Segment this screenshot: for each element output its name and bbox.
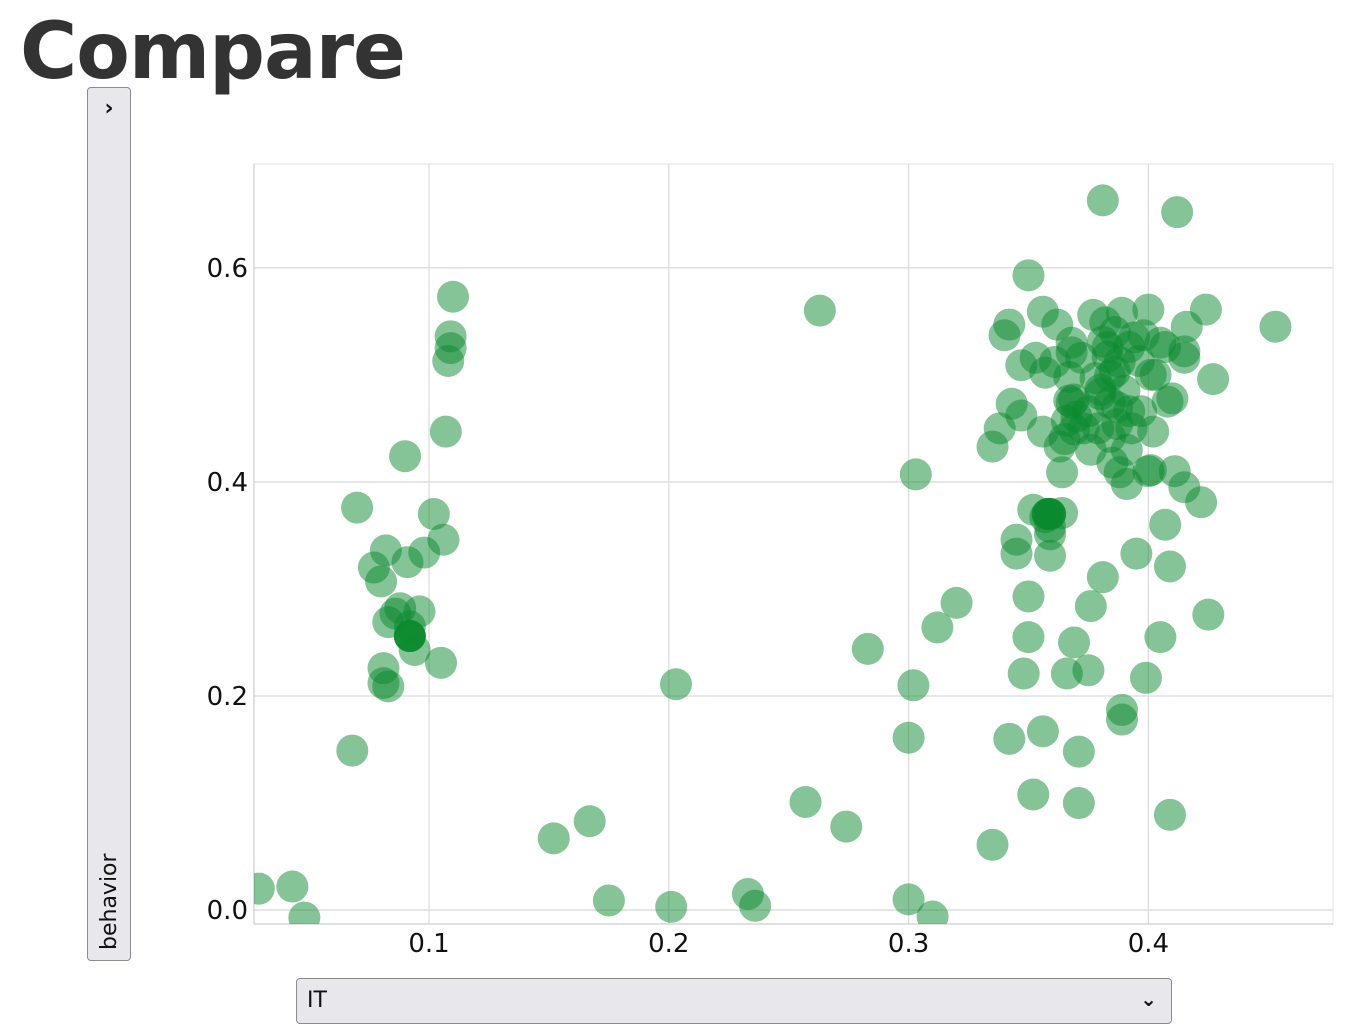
- x-axis-variable-value: IT: [307, 988, 327, 1013]
- y-tick-label: 0.2: [207, 682, 248, 712]
- x-tick-label: 0.3: [888, 929, 929, 959]
- scatter-point[interactable]: [1189, 293, 1222, 326]
- scatter-point[interactable]: [573, 805, 606, 838]
- scatter-point[interactable]: [660, 668, 693, 701]
- scatter-point[interactable]: [437, 280, 470, 313]
- scatter-point[interactable]: [1137, 415, 1170, 448]
- scatter-point[interactable]: [1120, 537, 1153, 570]
- scatter-point[interactable]: [1007, 657, 1040, 690]
- y-axis-variable-selector[interactable]: › behavior: [87, 87, 131, 961]
- data-points: [243, 184, 1292, 934]
- scatter-point[interactable]: [1161, 196, 1194, 229]
- scatter-point[interactable]: [1259, 310, 1292, 343]
- scatter-point[interactable]: [789, 785, 822, 818]
- scatter-point-highlighted[interactable]: [393, 620, 426, 653]
- scatter-point-highlighted[interactable]: [1034, 498, 1067, 531]
- scatter-point[interactable]: [899, 458, 932, 491]
- scatter-point[interactable]: [425, 646, 458, 679]
- scatter-point[interactable]: [1149, 508, 1182, 541]
- scatter-point[interactable]: [739, 889, 772, 922]
- y-tick-label: 0.0: [207, 896, 248, 926]
- scatter-point[interactable]: [1012, 580, 1045, 613]
- scatter-point[interactable]: [993, 722, 1026, 755]
- scatter-point[interactable]: [1012, 621, 1045, 654]
- scatter-point[interactable]: [1074, 590, 1107, 623]
- x-tick-label: 0.2: [648, 929, 689, 959]
- scatter-point[interactable]: [1017, 778, 1050, 811]
- scatter-point[interactable]: [276, 870, 309, 903]
- plot-axes: [253, 163, 1334, 925]
- scatter-point[interactable]: [1144, 621, 1177, 654]
- scatter-point[interactable]: [417, 498, 450, 531]
- scatter-point[interactable]: [921, 611, 954, 644]
- scatter-point[interactable]: [976, 828, 1009, 861]
- scatter-point[interactable]: [1012, 259, 1045, 292]
- scatter-point[interactable]: [1185, 486, 1218, 519]
- scatter-point[interactable]: [372, 670, 405, 703]
- grid-lines: [254, 164, 1333, 924]
- chevron-right-icon[interactable]: ›: [104, 96, 114, 121]
- scatter-point[interactable]: [336, 734, 369, 767]
- scatter-point[interactable]: [1000, 537, 1033, 570]
- scatter-point[interactable]: [341, 491, 374, 524]
- scatter-point[interactable]: [803, 294, 836, 327]
- scatter-point[interactable]: [993, 308, 1026, 341]
- scatter-point[interactable]: [1129, 661, 1162, 694]
- scatter-point[interactable]: [1026, 715, 1059, 748]
- scatter-point[interactable]: [851, 632, 884, 665]
- scatter-point[interactable]: [592, 884, 625, 917]
- x-axis-variable-selector[interactable]: IT ⌄: [296, 978, 1172, 1024]
- scatter-point[interactable]: [1192, 598, 1225, 631]
- chevron-down-icon[interactable]: ⌄: [1140, 987, 1157, 1011]
- y-axis-variable-text: behavior: [97, 853, 122, 950]
- scatter-point[interactable]: [1062, 787, 1095, 820]
- scatter-point[interactable]: [892, 883, 925, 916]
- scatter-point[interactable]: [1046, 456, 1079, 489]
- scatter-point[interactable]: [1132, 293, 1165, 326]
- tick-labels: 0.1 0.2 0.3 0.4 0.0 0.2 0.4 0.6: [207, 254, 1169, 959]
- y-tick-label: 0.6: [207, 254, 248, 284]
- scatter-point[interactable]: [1139, 358, 1172, 391]
- scatter-point[interactable]: [288, 901, 321, 934]
- scatter-point[interactable]: [1153, 550, 1186, 583]
- scatter-point[interactable]: [1105, 703, 1138, 736]
- scatter-point[interactable]: [892, 721, 925, 754]
- scatter-point[interactable]: [1034, 539, 1067, 572]
- scatter-point[interactable]: [389, 440, 422, 473]
- scatter-point[interactable]: [830, 810, 863, 843]
- scatter-point[interactable]: [1086, 561, 1119, 594]
- scatter-point[interactable]: [655, 890, 688, 923]
- scatter-point[interactable]: [1062, 735, 1095, 768]
- scatter-point[interactable]: [365, 565, 398, 598]
- y-tick-label: 0.4: [207, 468, 248, 498]
- scatter-point[interactable]: [1086, 184, 1119, 217]
- scatter-point[interactable]: [1197, 363, 1230, 396]
- scatter-point[interactable]: [1153, 798, 1186, 831]
- x-tick-label: 0.4: [1128, 929, 1169, 959]
- scatter-point[interactable]: [1072, 654, 1105, 687]
- page-title: Compare: [20, 7, 406, 97]
- scatter-point[interactable]: [1156, 382, 1189, 415]
- scatter-point[interactable]: [1134, 454, 1167, 487]
- scatter-point[interactable]: [434, 320, 467, 353]
- scatter-point[interactable]: [1168, 341, 1201, 374]
- scatter-point[interactable]: [403, 595, 436, 628]
- x-tick-label: 0.1: [408, 929, 449, 959]
- scatter-point[interactable]: [429, 415, 462, 448]
- scatter-point[interactable]: [537, 822, 570, 855]
- scatter-point[interactable]: [940, 586, 973, 619]
- scatter-point[interactable]: [1105, 296, 1138, 329]
- scatter-point[interactable]: [897, 669, 930, 702]
- scatter-point[interactable]: [1058, 626, 1091, 659]
- scatter-point[interactable]: [243, 872, 275, 905]
- scatter-point[interactable]: [427, 523, 460, 556]
- scatter-point[interactable]: [916, 900, 949, 933]
